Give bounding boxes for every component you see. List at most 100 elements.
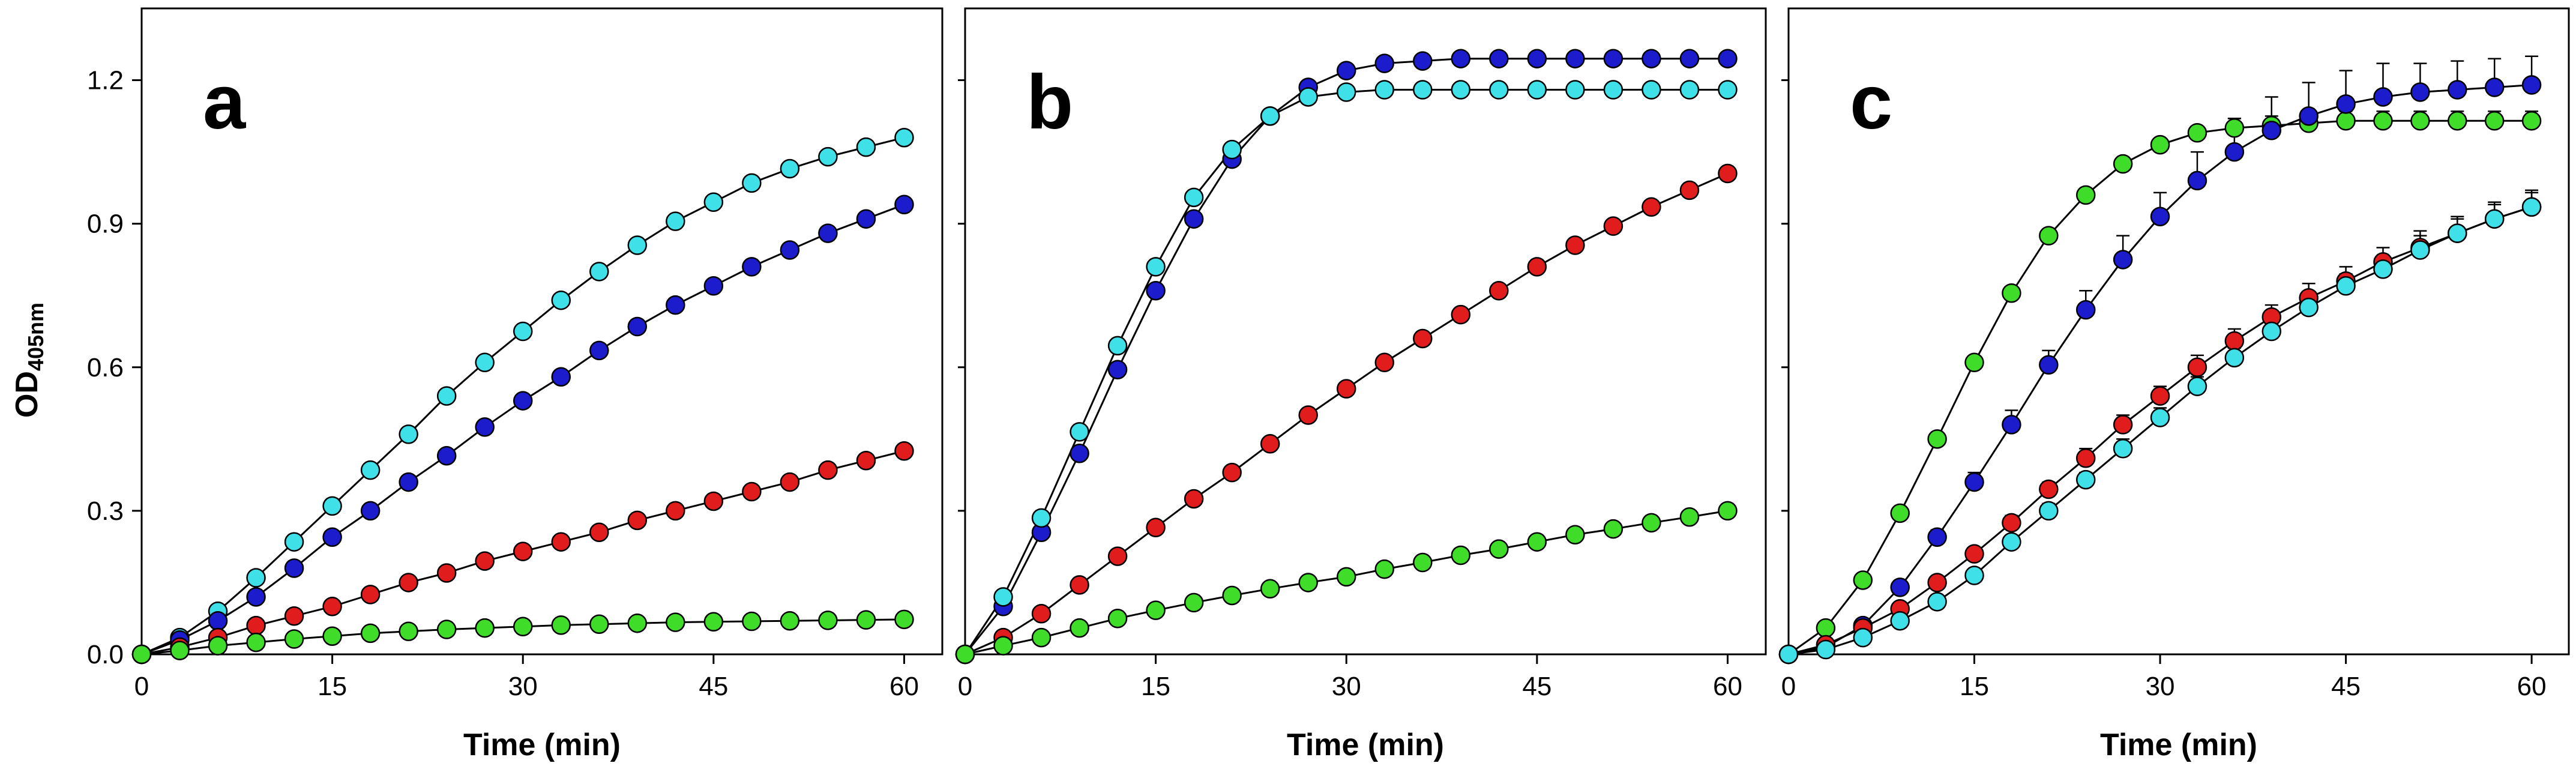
data-point-b-green [1413, 552, 1433, 573]
data-point-c-cyan [2262, 321, 2282, 342]
data-point-a-blue [742, 257, 762, 277]
data-point-a-green [208, 636, 228, 656]
data-point-c-blue [2262, 120, 2282, 140]
data-point-b-green [1527, 532, 1547, 552]
data-point-c-green [2075, 185, 2096, 205]
data-point-b-cyan [1679, 80, 1700, 100]
data-point-b-blue [1527, 49, 1547, 68]
data-point-a-green [856, 610, 876, 630]
data-point-c-green [2187, 122, 2207, 143]
data-point-c-red [2113, 415, 2133, 435]
data-point-a-green [742, 611, 762, 632]
data-point-b-green [1374, 559, 1395, 579]
data-point-c-green [2224, 118, 2245, 138]
data-point-a-blue [818, 223, 838, 243]
data-point-b-blue [1718, 49, 1738, 68]
data-point-c-green [2521, 111, 2542, 131]
data-point-b-cyan [1107, 336, 1128, 356]
data-point-c-blue [1890, 577, 1910, 597]
data-point-b-green [1451, 545, 1471, 565]
x-axis-title-a: Time (min) [463, 728, 621, 762]
data-point-c-blue [2187, 170, 2207, 191]
data-point-c-green [1890, 503, 1910, 523]
data-point-b-red [1070, 575, 1089, 595]
data-point-b-green [993, 636, 1013, 656]
data-point-a-green [284, 629, 304, 649]
x-tick-label-b: 45 [1522, 672, 1551, 701]
series-line-c-blue [1788, 84, 2532, 656]
data-point-c-green [1927, 429, 1947, 449]
data-point-c-red [2150, 386, 2170, 406]
data-point-c-cyan [2448, 223, 2467, 243]
data-point-c-blue [2002, 415, 2021, 435]
panel-label-a: a [203, 59, 246, 145]
x-tick-label-a: 30 [508, 672, 538, 701]
data-point-b-green [1718, 501, 1738, 521]
data-point-b-green [1298, 573, 1318, 593]
x-tick-label-b: 60 [1713, 672, 1742, 701]
data-point-b-green [1070, 618, 1089, 638]
data-point-b-green [1489, 539, 1509, 559]
data-point-a-blue [780, 240, 800, 260]
data-point-c-green [2448, 111, 2467, 131]
data-point-b-green [1336, 567, 1356, 587]
data-point-c-cyan [2113, 439, 2133, 459]
data-point-c-cyan [2224, 348, 2245, 368]
data-point-a-red [513, 541, 533, 561]
data-point-b-cyan [1184, 187, 1204, 208]
data-point-a-green [399, 621, 418, 641]
data-point-a-cyan [742, 173, 762, 193]
panel-a: 0.0 0.3 0.6 0.9 1.2 0 15 30 45 60 Time (min) a [87, 7, 943, 762]
data-point-b-cyan [1718, 80, 1738, 100]
x-tick-label-b: 15 [1141, 672, 1170, 701]
data-point-b-green [1565, 525, 1585, 544]
y-tick-label-a: 0.9 [87, 210, 124, 239]
data-point-c-cyan [2521, 197, 2542, 217]
data-point-b-green [955, 644, 975, 665]
data-point-c-green [1853, 570, 1873, 590]
data-point-a-blue [703, 276, 724, 296]
data-point-b-red [1031, 604, 1052, 624]
data-point-a-blue [246, 587, 266, 607]
data-point-b-cyan [1070, 422, 1089, 442]
data-point-c-cyan [1816, 639, 1836, 660]
data-point-c-red [2039, 479, 2059, 499]
data-point-b-blue [1107, 360, 1128, 380]
data-point-b-cyan [1222, 139, 1242, 160]
data-point-b-red [1374, 352, 1395, 373]
data-point-b-green [1222, 585, 1242, 606]
data-point-c-cyan [2299, 297, 2319, 318]
data-point-b-red [1107, 546, 1128, 566]
data-point-c-cyan [2002, 532, 2021, 552]
data-point-b-cyan [1031, 508, 1052, 528]
data-point-b-green [1260, 579, 1280, 599]
data-point-b-cyan [1298, 87, 1318, 107]
data-point-a-blue [399, 472, 418, 492]
data-point-b-red [1489, 281, 1509, 301]
x-tick-label-c: 30 [2146, 672, 2175, 701]
data-point-b-red [1565, 235, 1585, 255]
data-point-a-green [131, 644, 152, 665]
data-point-b-blue [1070, 443, 1089, 463]
data-point-c-green [1964, 352, 1984, 373]
data-point-c-cyan [2484, 209, 2505, 229]
data-point-a-red [284, 606, 304, 626]
data-point-b-blue [1679, 49, 1700, 68]
x-tick-label-c: 60 [2517, 672, 2547, 701]
x-axis-title-b: Time (min) [1287, 728, 1444, 762]
data-point-c-cyan [2039, 501, 2059, 521]
data-point-c-blue [2075, 300, 2096, 320]
data-point-c-blue [2484, 77, 2505, 97]
data-point-a-cyan [399, 424, 418, 444]
data-point-b-green [1107, 608, 1128, 629]
plot-frame-c [1787, 7, 2570, 656]
plot-frame-a [140, 7, 943, 656]
panel-b: 0 15 30 45 60 Time (min) b [955, 7, 1767, 762]
plot-frame-b [964, 7, 1767, 656]
data-point-b-blue [1489, 49, 1509, 68]
panel-c: 0 15 30 45 60 Time (min) c [1778, 7, 2570, 762]
data-point-a-blue [666, 295, 685, 315]
x-tick-label-a: 60 [889, 672, 919, 701]
data-point-a-red [666, 501, 685, 521]
x-axis-title-c: Time (min) [2100, 728, 2257, 762]
